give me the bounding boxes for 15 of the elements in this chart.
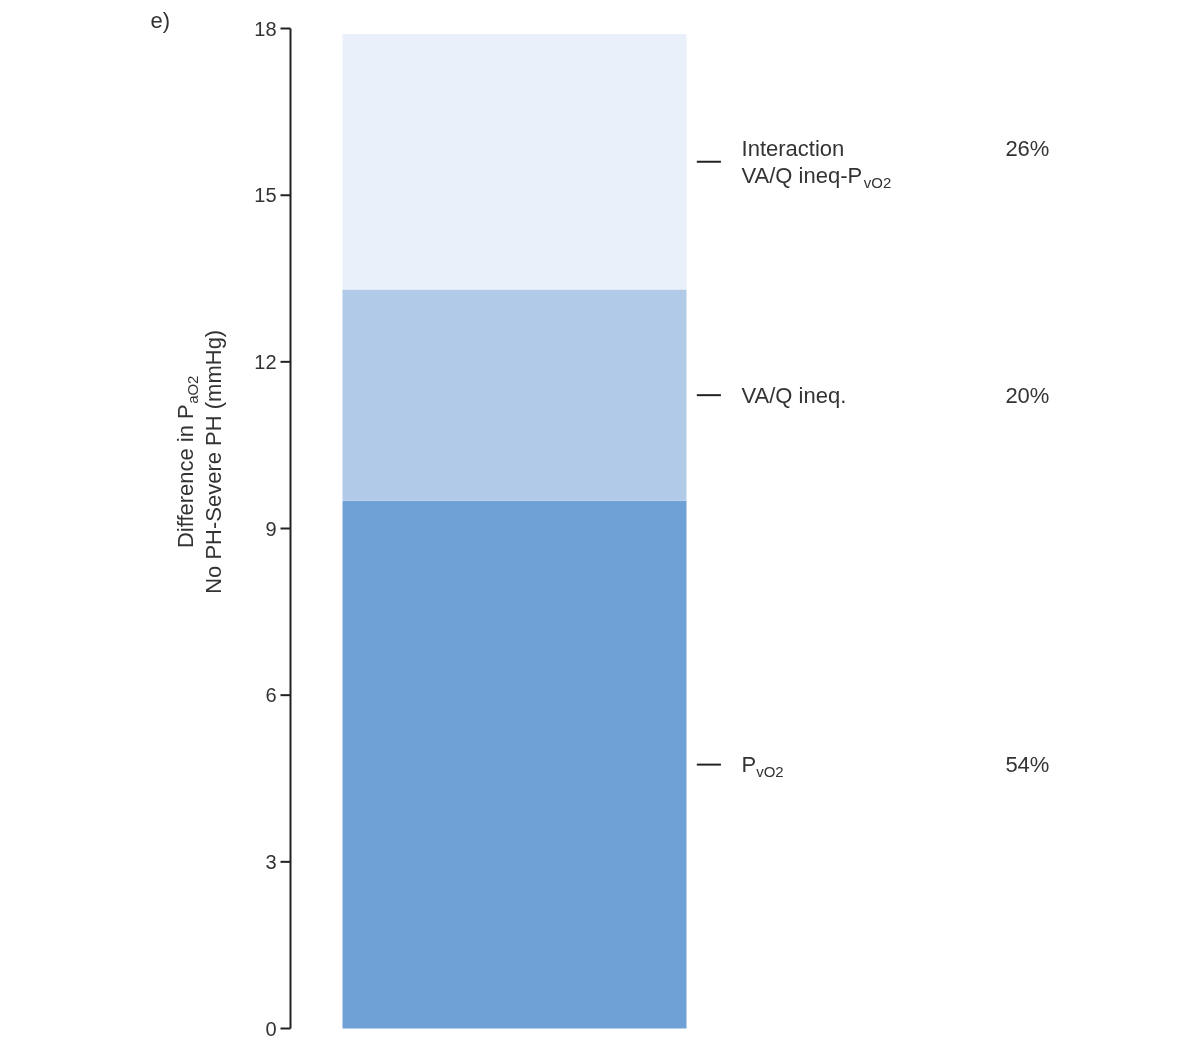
text: 54% [1005, 752, 1050, 778]
y-tick-label: 12 [254, 350, 277, 373]
y-tick-label: 18 [254, 17, 277, 40]
y-tick-label: 6 [265, 684, 277, 707]
text: 20% [1005, 382, 1050, 408]
y-tick-label: 9 [265, 517, 277, 540]
bar [342, 34, 687, 290]
text: e) [150, 8, 171, 33]
bar [342, 500, 687, 1029]
y-tick-label: 15 [254, 184, 277, 207]
y-tick-label: 0 [265, 1017, 277, 1040]
text: VA/Q ineq. [741, 382, 847, 408]
text: 26% [1005, 135, 1050, 161]
bar [342, 289, 687, 501]
y-tick-label: 3 [265, 850, 277, 873]
